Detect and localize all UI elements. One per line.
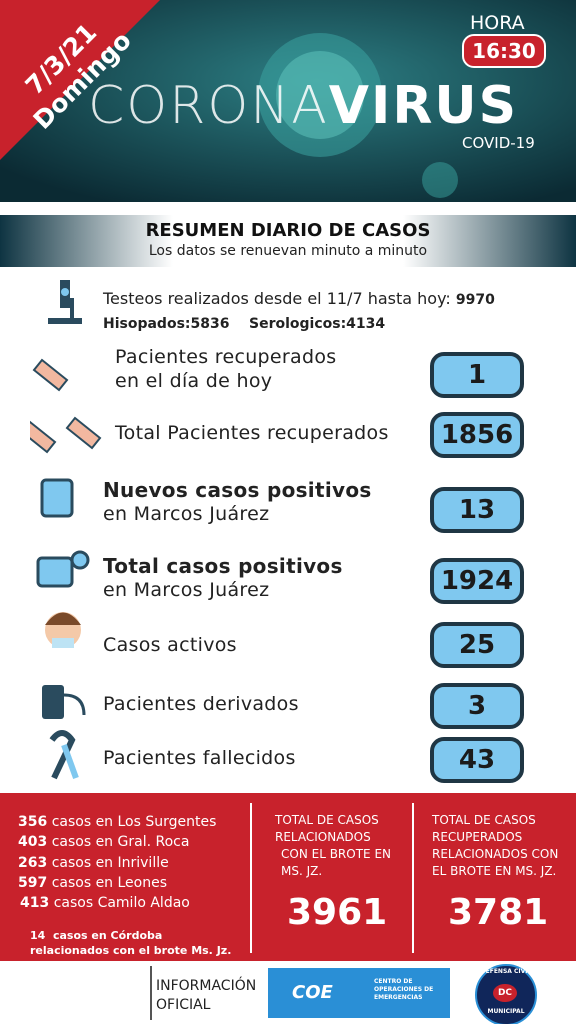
total-line: RECUPERADOS	[432, 830, 523, 844]
divider	[250, 803, 252, 953]
cordoba: 14 casos en Córdoba relacionados con el b…	[30, 928, 231, 958]
cordoba-line: relacionados con el brote Ms. Jz.	[30, 944, 232, 957]
coe-logo	[268, 968, 450, 1018]
title-b: VIRUS	[328, 76, 519, 136]
locality: 403 casos en Gral. Roca	[18, 834, 189, 850]
subtitle: COVID-19	[462, 134, 535, 152]
row-label: Nuevos casos positivos en Marcos Juárez	[103, 478, 372, 526]
total-label: TOTAL DE CASOS RECUPERADOS RELACIONADOS CO…	[432, 812, 558, 880]
locality-text: casos Camilo Aldao	[53, 895, 190, 912]
microscope-icon	[48, 280, 82, 324]
coe-text: CENTRO DE OPERACIONES DE EMERGENCIAS	[374, 978, 433, 1002]
locality-text: casos en Gral. Roca	[51, 834, 190, 851]
hora: 16:30	[462, 34, 546, 68]
value-pill: 25	[430, 622, 524, 668]
locality: 356 casos en Los Surgentes	[18, 814, 216, 830]
header-bg	[0, 0, 576, 202]
row-line: Pacientes derivados	[103, 693, 299, 715]
total-value: 3961	[287, 892, 388, 933]
summary-subtitle: Los datos se renuevan minuto a minuto	[148, 243, 428, 259]
tests-total: 9970	[455, 292, 495, 308]
total-line: MS. JZ.	[281, 864, 323, 878]
value-pill: 43	[430, 737, 524, 783]
locality: 597 casos en Leones	[18, 875, 167, 891]
title-a: CORONA	[88, 76, 329, 136]
row-line: en Marcos Juárez	[103, 503, 270, 525]
row-line: Nuevos casos positivos	[103, 478, 372, 502]
locality-count: 263	[18, 854, 48, 871]
value-pill: 1856	[430, 412, 524, 458]
tests-breakdown: Hisopados:5836 Serologicos:4134	[103, 316, 385, 332]
serologicos: 4134	[346, 316, 386, 332]
locality-count: 413	[20, 895, 50, 912]
hora-label: HORA	[470, 12, 525, 34]
coe-line: CENTRO DE	[374, 978, 413, 985]
serologicos-label: Serologicos:	[248, 316, 347, 332]
footer-info: INFORMACIÓN OFICIAL	[156, 977, 256, 1015]
row-line: en Marcos Juárez	[103, 579, 270, 601]
dc: DC	[493, 984, 517, 1002]
total-line: EL BROTE EN MS. JZ.	[432, 864, 557, 878]
coe-line: OPERACIONES DE	[374, 986, 434, 993]
summary-title: RESUMEN DIARIO DE CASOS	[145, 220, 431, 241]
hisopados-label: Hisopados:	[103, 316, 191, 332]
dc-bottom: MUNICIPAL	[487, 1008, 525, 1015]
row-icons	[30, 358, 102, 780]
summary-band	[0, 215, 576, 267]
total-line: CON EL BROTE EN	[281, 847, 391, 861]
row-label: Total casos positivos en Marcos Juárez	[103, 554, 343, 602]
row-line: Pacientes recuperados	[115, 346, 337, 368]
row-label: Pacientes fallecidos	[103, 746, 296, 770]
locality-text: casos en Los Surgentes	[51, 814, 217, 830]
value-pill: 1	[430, 352, 524, 398]
total-line: RELACIONADOS	[275, 830, 371, 844]
total-label: TOTAL DE CASOS RELACIONADOS CON EL BROTE E…	[275, 812, 391, 880]
row-line: Total Pacientes recuperados	[115, 422, 389, 444]
row-label: Casos activos	[103, 633, 237, 657]
title: CORONAVIRUS	[88, 76, 518, 136]
row-line: Pacientes fallecidos	[103, 747, 296, 769]
row-line: Casos activos	[103, 634, 237, 656]
info-line: OFICIAL	[156, 997, 211, 1013]
locality-count: 403	[18, 834, 48, 851]
cordoba-line: casos en Córdoba	[52, 929, 163, 942]
locality: 263 casos en Inriville	[18, 855, 169, 871]
row-line: Total casos positivos	[103, 554, 343, 578]
total-line: TOTAL DE CASOS	[275, 813, 379, 827]
value-pill: 13	[430, 487, 524, 533]
row-label: Pacientes derivados	[103, 692, 299, 716]
row-label: Total Pacientes recuperados	[115, 421, 389, 445]
locality-count: 356	[18, 814, 48, 830]
coe-line: EMERGENCIAS	[374, 994, 423, 1001]
info-line: INFORMACIÓN	[156, 978, 257, 994]
tests-label: Testeos realizados desde el 11/7 hasta h…	[103, 289, 451, 308]
cordoba-count: 14	[30, 929, 46, 942]
dc-top: DEFENSA CIVIL	[480, 968, 532, 975]
row-line: en el día de hoy	[115, 370, 273, 392]
total-value: 3781	[448, 892, 549, 933]
divider	[412, 803, 414, 953]
footer-divider	[150, 966, 152, 1020]
locality: 413 casos Camilo Aldao	[20, 895, 190, 911]
locality-text: casos en Leones	[51, 874, 168, 891]
total-line: RELACIONADOS CON	[432, 847, 559, 861]
coe: COE	[292, 982, 333, 1003]
total-line: TOTAL DE CASOS	[432, 813, 536, 827]
locality-text: casos en Inriville	[51, 854, 169, 871]
tests-text: Testeos realizados desde el 11/7 hasta h…	[103, 289, 495, 308]
value-pill: 3	[430, 683, 524, 729]
value-pill: 1924	[430, 558, 524, 604]
locality-count: 597	[18, 874, 48, 891]
hisopados: 5836	[190, 316, 230, 332]
row-label: Pacientes recuperados en el día de hoy	[115, 345, 336, 393]
bottom-panel	[0, 793, 576, 961]
